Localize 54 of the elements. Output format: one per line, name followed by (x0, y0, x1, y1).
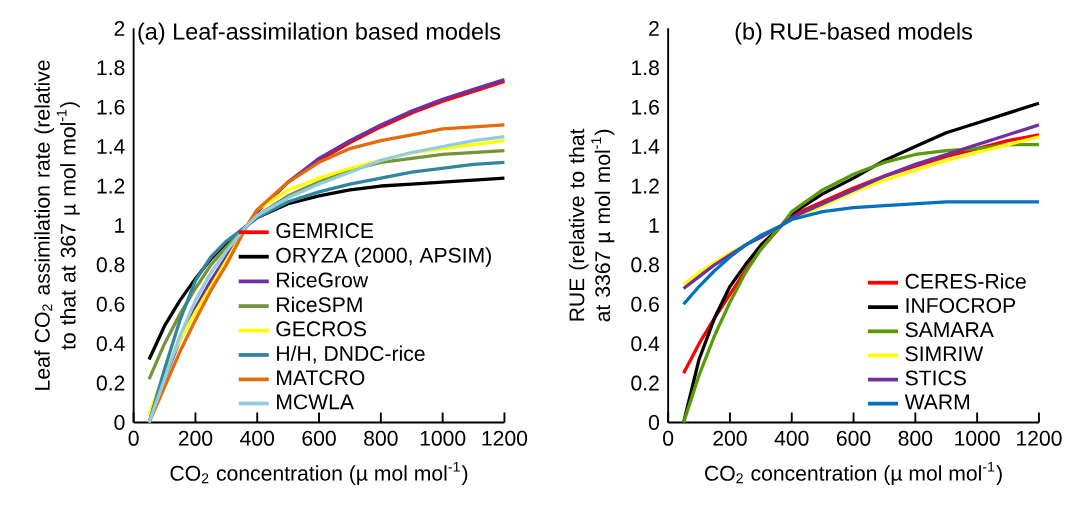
y-tick-label: 2 (114, 20, 125, 36)
x-tick-label: 1200 (482, 430, 528, 446)
x-tick-label: 800 (364, 430, 398, 446)
x-tick-label: 0 (663, 430, 674, 446)
x-tick-label: 200 (713, 430, 747, 446)
y-tick-label: 1.2 (97, 178, 125, 194)
x-axis-title: CO$_{2}$ concentration (µ mol mol$^{-1}$) (170, 461, 468, 485)
legend-label: SIMRIW (905, 346, 984, 362)
x-tick-label: 200 (178, 430, 213, 446)
legend-label: CERES-Rice (905, 273, 1026, 289)
y-tick-label: 0.8 (96, 257, 125, 273)
x-tick-label: 600 (836, 430, 871, 446)
legend-label: H/H, DNDC-rice (277, 345, 425, 364)
x-tick-label: 1000 (420, 430, 466, 446)
y-tick-label: 1.8 (97, 60, 125, 76)
x-tick-label: 1200 (1017, 430, 1062, 446)
y-tick-label: 1.6 (632, 99, 659, 115)
x-tick-label: 400 (240, 430, 275, 446)
y-tick-label: 0.6 (631, 296, 659, 312)
x-tick-label: 600 (302, 430, 336, 446)
legend-label: GEMRICE (276, 223, 374, 239)
legend-label: SAMARA (905, 322, 994, 338)
x-tick-label: 800 (898, 430, 933, 446)
y-tick-label: 1 (115, 218, 125, 233)
y-tick-label: 1.6 (97, 99, 125, 115)
y-tick-label: 1.4 (97, 139, 125, 154)
y-tick-label: 0 (648, 415, 660, 431)
x-axis-title: CO$_{2}$ concentration (µ mol mol$^{-1}$) (705, 461, 1002, 485)
chart-title: (b) RUE-based models (735, 22, 973, 45)
y-tick-label: 1.8 (632, 60, 659, 76)
x-tick-label: 1000 (955, 430, 1000, 446)
y-tick-label: 1 (649, 218, 659, 233)
y-tick-label: 0 (114, 415, 125, 431)
y-tick-label: 1.2 (632, 178, 659, 194)
y-tick-label: 1.4 (632, 139, 660, 154)
legend-label: ORYZA (2000, APSIM) (276, 247, 491, 267)
legend-label: GECROS (276, 321, 366, 337)
legend-label: RiceSPM (277, 296, 362, 313)
y-tick-label: 0.6 (96, 296, 125, 312)
y-tick-label: 0.4 (96, 336, 125, 352)
legend-label: STICS (905, 370, 966, 386)
legend-label: RiceGrow (277, 271, 369, 288)
y-tick-label: 0.8 (631, 257, 659, 273)
y-tick-label: 2 (649, 20, 659, 36)
x-tick-label: 400 (774, 430, 809, 446)
chart-title: (a) Leaf-assimilation based models (138, 22, 501, 45)
legend-label: MATCRO (277, 370, 365, 386)
legend-label: MCWLA (277, 394, 354, 410)
legend-label: INFOCROP (906, 297, 1016, 313)
legend-label: WARM (904, 394, 969, 410)
y-tick-label: 0.2 (631, 375, 659, 391)
x-tick-label: 0 (128, 430, 139, 446)
y-tick-label: 0.4 (631, 336, 660, 352)
y-tick-label: 0.2 (96, 375, 125, 391)
